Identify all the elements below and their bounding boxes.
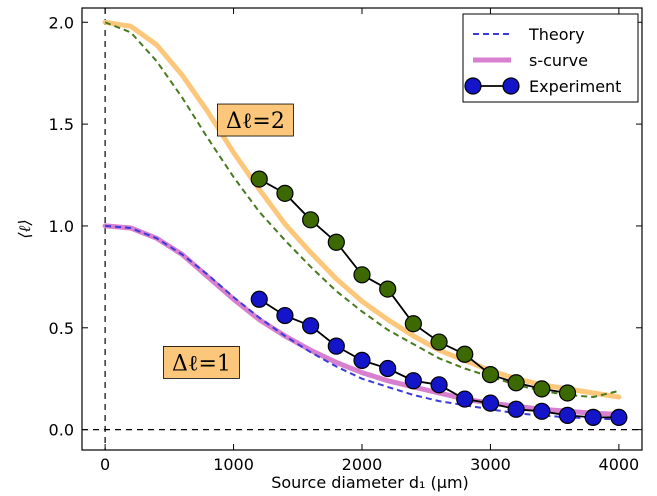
x-axis-label: Source diameter d₁ (μm) [271, 473, 469, 492]
annotation-box [216, 103, 294, 137]
legend-label: Experiment [529, 77, 621, 96]
data-point [302, 317, 320, 335]
data-point [379, 280, 397, 298]
data-point [533, 402, 551, 420]
x-tick-label: 3000 [470, 455, 511, 474]
data-point [327, 337, 345, 355]
data-point [430, 376, 448, 394]
annotation-box [163, 346, 240, 379]
data-point [430, 333, 448, 351]
legend-item-s-curve: s-curve [473, 51, 588, 70]
data-point [276, 184, 294, 202]
data-point [507, 374, 525, 392]
data-point [250, 290, 268, 308]
data-point [584, 408, 602, 427]
series-layer [82, 8, 642, 450]
data-point [379, 359, 397, 378]
annotation-text: Δℓ=1 [172, 351, 231, 376]
data-point [404, 315, 422, 333]
legend-label: s-curve [529, 51, 588, 70]
y-axis-label: ⟨ℓ⟩ [15, 219, 34, 238]
data-point [404, 372, 422, 390]
legend-item-experiment: Experiment [464, 77, 621, 96]
data-point [610, 408, 628, 427]
y-tick-label: 2.0 [49, 13, 74, 32]
data-point [481, 394, 500, 412]
x-tick-label: 2000 [342, 455, 383, 474]
annotation-dl2: Δℓ=2 [216, 103, 294, 137]
data-point [353, 266, 371, 284]
y-tick-label: 1.0 [49, 217, 74, 236]
legend: Theory s-curve Experiment [462, 13, 639, 103]
annotation-text: Δℓ=2 [226, 109, 285, 134]
legend-label: Theory [528, 25, 585, 44]
annotation-dl1: Δℓ=1 [163, 346, 240, 379]
data-point [533, 380, 551, 398]
data-point [507, 400, 525, 418]
data-point [456, 345, 474, 363]
x-tick-label: 1000 [213, 455, 254, 474]
series-dl2-marker-line [250, 170, 577, 402]
y-tick-label: 1.5 [49, 115, 74, 134]
series-dl2-thick [102, 19, 622, 400]
annotations: Δℓ=2 Δℓ=1 [163, 103, 294, 379]
series-line [102, 19, 622, 400]
data-point [276, 306, 294, 325]
data-point [558, 384, 577, 402]
data-point [250, 170, 268, 188]
legend-swatch-marker [502, 77, 520, 95]
data-point [456, 390, 474, 408]
legend-swatch-marker [464, 77, 482, 95]
data-point [327, 233, 345, 251]
data-point [558, 406, 577, 424]
x-tick-label: 0 [100, 455, 110, 474]
ticks-layer: 0 1000 2000 3000 4000 0.0 0.5 1.0 1.5 2.0 [49, 8, 642, 474]
data-point [481, 366, 500, 384]
y-tick-label: 0.5 [49, 319, 74, 338]
series-dl1-dashed [105, 224, 619, 421]
series-line [105, 224, 619, 421]
legend-item-theory: Theory [473, 25, 585, 44]
data-point [302, 211, 320, 229]
x-tick-label: 4000 [599, 455, 640, 474]
series-dl1-marker-line [250, 290, 628, 427]
y-tick-label: 0.0 [49, 421, 74, 440]
data-point [353, 351, 371, 369]
